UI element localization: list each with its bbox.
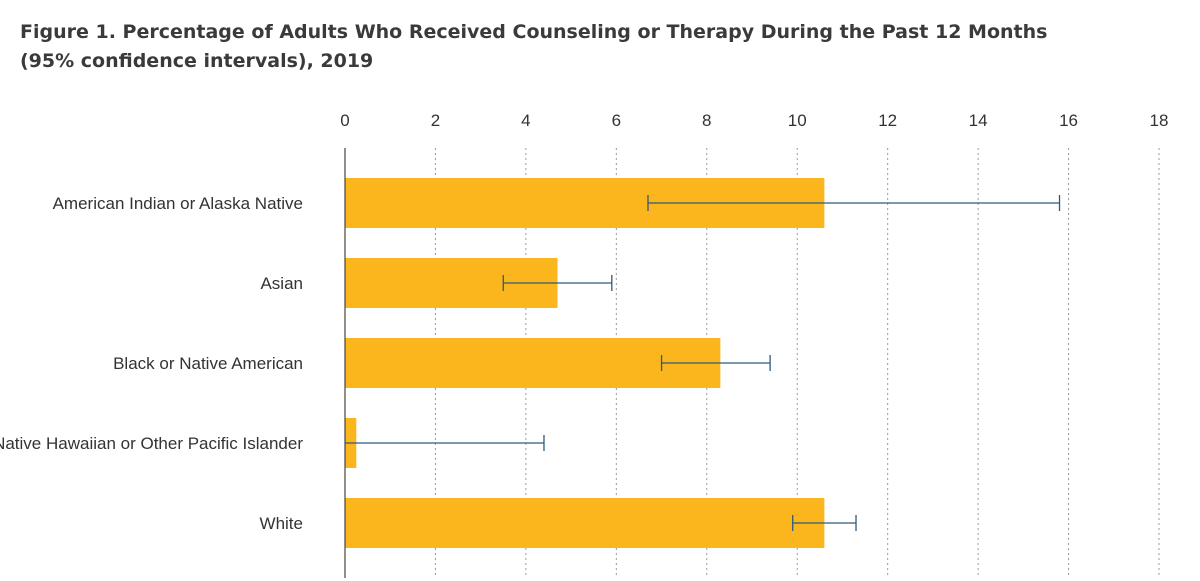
chart-title-line-1: Figure 1. Percentage of Adults Who Recei… [20, 21, 1048, 43]
category-label: Asian [260, 274, 303, 293]
x-tick-label: 6 [612, 111, 621, 130]
labels: 0 2 4 6 8 10 12 14 16 18 American Indian or Alaska… [0, 111, 1168, 533]
x-tick-label: 8 [702, 111, 711, 130]
x-tick-label: 0 [340, 111, 349, 130]
bars [345, 178, 825, 548]
x-tick-label: 12 [878, 111, 897, 130]
category-label: Native Hawaiian or Other Pacific Islande… [0, 434, 303, 453]
x-tick-label: 16 [1059, 111, 1078, 130]
x-tick-label: 14 [969, 111, 988, 130]
category-label: American Indian or Alaska Native [53, 194, 303, 213]
bar [345, 498, 825, 548]
chart-title: Figure 1. Percentage of Adults Who Recei… [20, 18, 1170, 76]
bar [345, 338, 721, 388]
category-label: White [260, 514, 303, 533]
x-tick-label: 18 [1150, 111, 1169, 130]
category-label: Black or Native American [113, 354, 303, 373]
x-tick-label: 10 [788, 111, 807, 130]
x-tick-label: 4 [521, 111, 530, 130]
x-tick-label: 2 [431, 111, 440, 130]
chart-title-line-2: (95% confidence intervals), 2019 [20, 50, 374, 72]
error-bars [345, 195, 1061, 531]
